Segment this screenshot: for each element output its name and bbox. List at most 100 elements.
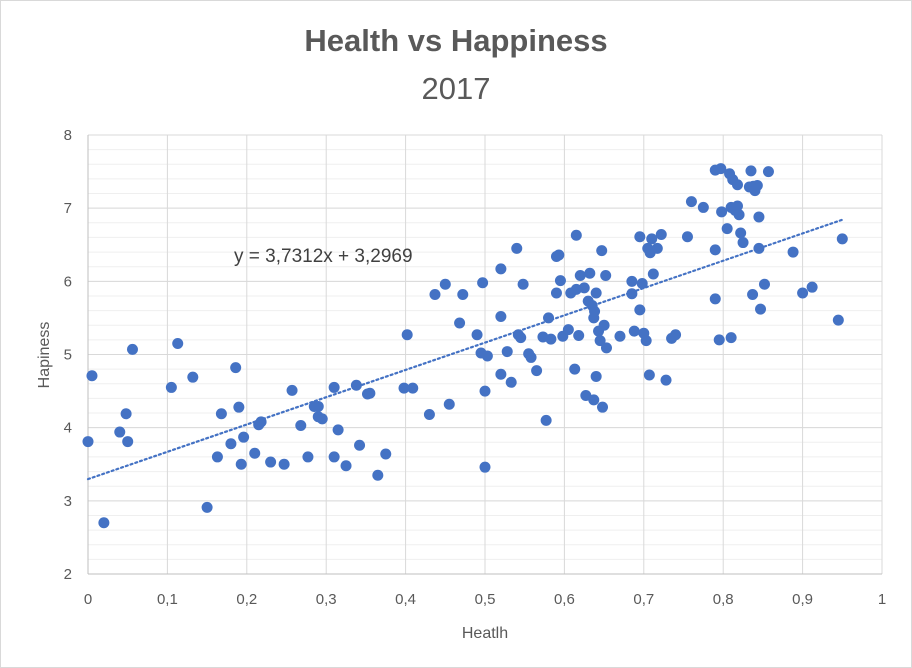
data-point: [332, 424, 344, 436]
trendline-equation: y = 3,7312x + 3,2969: [234, 246, 413, 267]
data-point: [600, 269, 612, 281]
data-point: [443, 398, 455, 410]
data-point: [454, 317, 466, 329]
chart-subtitle: 2017: [421, 71, 491, 106]
data-point: [312, 400, 324, 412]
data-point: [685, 196, 697, 208]
data-point: [753, 211, 765, 223]
data-point: [495, 263, 507, 275]
data-point: [569, 363, 581, 375]
x-tick-label: 0,9: [792, 591, 813, 608]
data-point: [215, 408, 227, 420]
data-point: [354, 439, 366, 451]
data-point: [574, 269, 586, 281]
x-tick-label: 0,8: [713, 591, 734, 608]
y-tick-label: 5: [64, 347, 72, 364]
data-point: [302, 451, 314, 463]
data-point: [505, 376, 517, 388]
data-point: [423, 408, 435, 420]
data-point: [265, 456, 277, 468]
data-point: [550, 287, 562, 299]
data-point: [745, 165, 757, 177]
data-point: [295, 419, 307, 431]
data-point: [670, 329, 682, 341]
data-point: [836, 233, 848, 245]
data-point: [401, 329, 413, 341]
y-tick-label: 3: [64, 493, 72, 510]
data-point: [713, 334, 725, 346]
data-point: [429, 289, 441, 301]
axes: [87, 135, 882, 575]
data-point: [715, 163, 727, 175]
data-point: [634, 231, 646, 243]
data-point: [477, 277, 489, 289]
data-point: [479, 461, 491, 473]
x-tick-label: 0,4: [395, 591, 416, 608]
trendline: [86, 218, 844, 481]
data-point: [372, 469, 384, 481]
data-point: [481, 350, 493, 362]
data-point: [731, 179, 743, 191]
data-point: [407, 382, 419, 394]
data-point: [787, 246, 799, 258]
data-point: [646, 233, 658, 245]
data-points: [82, 163, 848, 529]
data-point: [501, 346, 513, 358]
chart-title: Health vs Happiness: [304, 23, 608, 58]
data-point: [651, 242, 663, 254]
data-point: [233, 401, 245, 413]
data-point: [515, 332, 527, 344]
data-point: [82, 436, 94, 448]
data-point: [797, 287, 809, 299]
y-axis-label: Hapiness: [36, 322, 53, 389]
data-point: [731, 200, 743, 212]
data-point: [553, 249, 565, 261]
y-tick-label: 8: [64, 127, 72, 144]
data-point: [660, 374, 672, 386]
data-point: [126, 343, 138, 355]
data-point: [709, 293, 721, 305]
data-point: [398, 382, 410, 394]
data-point: [495, 310, 507, 322]
data-point: [230, 362, 242, 374]
x-tick-label: 0,6: [554, 591, 575, 608]
data-point: [578, 282, 590, 294]
data-point: [479, 385, 491, 397]
data-point: [709, 244, 721, 256]
data-point: [747, 289, 759, 301]
data-point: [721, 223, 733, 235]
data-point: [640, 335, 652, 347]
data-point: [589, 305, 601, 317]
data-point: [86, 370, 98, 382]
data-point: [328, 451, 340, 463]
data-point: [286, 384, 298, 396]
data-point: [758, 278, 770, 290]
data-point: [643, 369, 655, 381]
data-point: [187, 371, 199, 383]
data-point: [122, 436, 134, 448]
data-point: [545, 333, 557, 345]
data-point: [573, 329, 585, 341]
x-tick-label: 1: [878, 591, 886, 608]
y-tick-label: 4: [64, 420, 72, 437]
data-point: [471, 329, 483, 341]
x-tick-label: 0,5: [475, 591, 496, 608]
data-point: [600, 342, 612, 354]
data-point: [832, 314, 844, 326]
data-point: [614, 330, 626, 342]
x-axis-ticks: 0 0,1 0,2 0,3 0,4 0,5 0,6 0,7 0,8 0,9 1: [84, 591, 886, 608]
data-point: [517, 278, 529, 290]
data-point: [590, 287, 602, 299]
data-point: [596, 245, 608, 257]
data-point: [495, 368, 507, 380]
data-point: [626, 288, 638, 300]
data-point: [634, 304, 646, 316]
x-axis-label: Heatlh: [462, 625, 508, 642]
data-point: [540, 414, 552, 426]
data-point: [626, 275, 638, 287]
data-point: [762, 166, 774, 178]
data-point: [249, 447, 261, 459]
data-point: [751, 179, 763, 191]
data-point: [755, 303, 767, 315]
